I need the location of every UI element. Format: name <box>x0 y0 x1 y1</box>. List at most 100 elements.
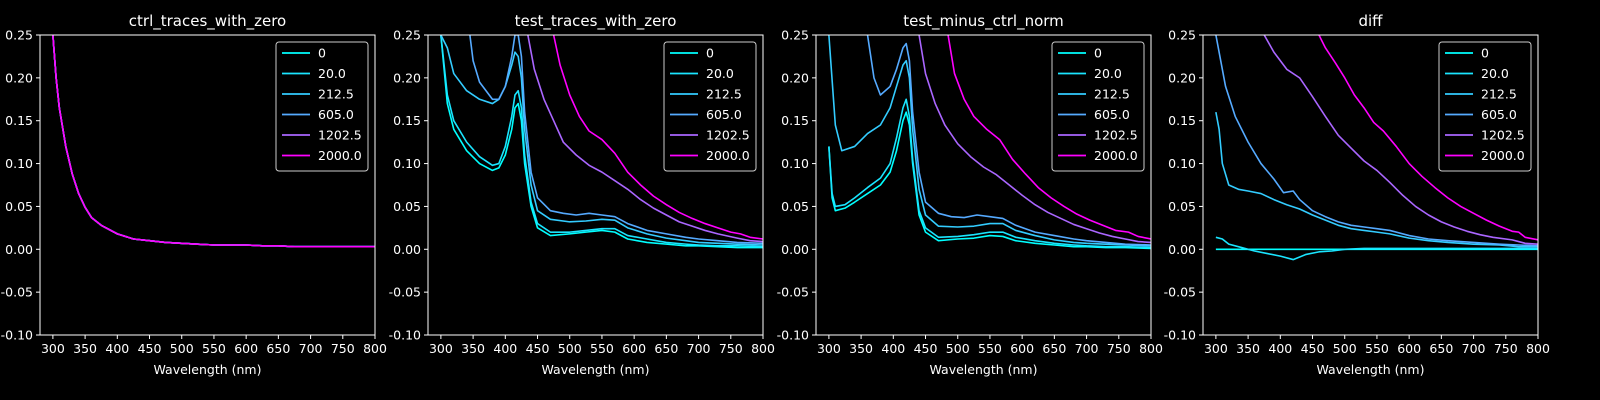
x-tick-label: 550 <box>590 341 614 356</box>
y-tick-label: -0.10 <box>777 328 809 343</box>
x-tick-label: 300 <box>817 341 841 356</box>
legend-label: 1202.5 <box>1481 128 1525 143</box>
legend-label: 0 <box>1481 46 1489 61</box>
legend-label: 2000.0 <box>318 148 362 163</box>
legend: 0 20.0 212.5 605.0 1202.5 2000.0 <box>1438 41 1532 172</box>
x-tick-label: 800 <box>363 341 387 356</box>
chart-title: diff <box>1358 12 1383 30</box>
legend-label: 212.5 <box>1481 87 1517 102</box>
legend-label: 0 <box>1094 46 1102 61</box>
y-tick-label: 0.15 <box>1168 113 1196 128</box>
x-axis-label: Wavelength (nm) <box>542 362 650 377</box>
chart-title: test_traces_with_zero <box>515 12 677 31</box>
x-tick-label: 550 <box>978 341 1002 356</box>
series-line-2000.0 <box>1318 35 1538 241</box>
legend-label: 605.0 <box>1094 107 1130 122</box>
x-tick-label: 700 <box>687 341 711 356</box>
legend-label: 605.0 <box>706 107 742 122</box>
series-group <box>52 35 375 248</box>
legend-label: 0 <box>318 46 326 61</box>
series-line-605.0 <box>866 35 1151 246</box>
y-tick-label: 0.00 <box>393 242 421 257</box>
y-tick-label: 0.15 <box>393 113 421 128</box>
x-tick-label: 700 <box>1462 341 1486 356</box>
chart-panel-2: 300 350 400 450 500 550 600 650 700 750 800 -0.10 -0… <box>777 12 1163 377</box>
legend-label: 605.0 <box>1481 107 1517 122</box>
y-tick-label: -0.05 <box>1164 285 1196 300</box>
x-tick-label: 700 <box>299 341 323 356</box>
x-tick-label: 800 <box>751 341 775 356</box>
x-tick-label: 350 <box>849 341 873 356</box>
series-line-605.0 <box>1215 35 1538 247</box>
y-tick-label: -0.05 <box>389 285 421 300</box>
y-tick-label: 0.25 <box>393 28 421 43</box>
series-line-212.5 <box>1215 111 1538 248</box>
legend-label: 20.0 <box>318 66 346 81</box>
y-tick-label: 0.20 <box>1168 70 1196 85</box>
x-tick-label: 300 <box>429 341 453 356</box>
legend-label: 20.0 <box>1094 66 1122 81</box>
chart-panel-3: 300 350 400 450 500 550 600 650 700 750 800 -0.10 -0… <box>1164 12 1550 377</box>
x-tick-label: 600 <box>234 341 258 356</box>
axes-frame <box>1202 34 1539 336</box>
x-tick-label: 300 <box>41 341 65 356</box>
x-tick-label: 500 <box>170 341 194 356</box>
x-tick-label: 650 <box>266 341 290 356</box>
x-tick-label: 550 <box>202 341 226 356</box>
series-line-20.0 <box>828 98 1151 249</box>
y-tick-label: 0.00 <box>5 242 33 257</box>
y-tick-label: 0.10 <box>781 156 809 171</box>
y-tick-label: 0.05 <box>781 199 809 214</box>
legend-label: 212.5 <box>318 87 354 102</box>
legend: 0 20.0 212.5 605.0 1202.5 2000.0 <box>1051 41 1145 172</box>
legend-label: 2000.0 <box>1094 148 1138 163</box>
x-tick-label: 700 <box>1075 341 1099 356</box>
x-tick-label: 450 <box>526 341 550 356</box>
legend-label: 20.0 <box>1481 66 1509 81</box>
legend-label: 1202.5 <box>318 128 362 143</box>
legend-label: 605.0 <box>318 107 354 122</box>
y-tick-label: 0.10 <box>1168 156 1196 171</box>
x-tick-label: 800 <box>1139 341 1163 356</box>
x-tick-label: 450 <box>1301 341 1325 356</box>
x-tick-label: 750 <box>331 341 355 356</box>
series-line-1202.5 <box>527 35 763 243</box>
chart-panel-0: 300 350 400 450 500 550 600 650 700 750 800 -0.10 -0… <box>1 12 387 377</box>
legend-label: 212.5 <box>706 87 742 102</box>
chart-panel-1: 300 350 400 450 500 550 600 650 700 750 800 -0.10 -0… <box>389 12 775 377</box>
x-tick-label: 500 <box>558 341 582 356</box>
x-tick-label: 450 <box>914 341 938 356</box>
y-tick-label: 0.10 <box>393 156 421 171</box>
y-tick-label: 0.25 <box>781 28 809 43</box>
x-tick-label: 600 <box>622 341 646 356</box>
y-tick-label: 0.15 <box>5 113 33 128</box>
axes-frame <box>815 34 1152 336</box>
x-tick-label: 450 <box>138 341 162 356</box>
series-line-2000.0 <box>947 35 1151 240</box>
series-line-1202.5 <box>1263 35 1538 245</box>
y-tick-label: -0.10 <box>1164 328 1196 343</box>
series-line-605.0 <box>469 35 763 245</box>
x-tick-label: 350 <box>73 341 97 356</box>
y-tick-label: 0.05 <box>393 199 421 214</box>
y-tick-label: 0.05 <box>5 199 33 214</box>
x-tick-label: 800 <box>1526 341 1550 356</box>
y-tick-label: 0.00 <box>1168 242 1196 257</box>
series-line-1202.5 <box>918 35 1151 244</box>
x-tick-label: 350 <box>461 341 485 356</box>
series-group <box>440 35 763 249</box>
y-tick-label: -0.05 <box>1 285 33 300</box>
legend-label: 1202.5 <box>706 128 750 143</box>
chart-title: test_minus_ctrl_norm <box>903 12 1064 31</box>
y-tick-label: -0.05 <box>777 285 809 300</box>
x-tick-label: 550 <box>1365 341 1389 356</box>
legend-label: 2000.0 <box>706 148 750 163</box>
series-line-20.0 <box>1215 236 1538 261</box>
series-line-212.5 <box>828 35 1151 247</box>
x-axis-label: Wavelength (nm) <box>930 362 1038 377</box>
y-tick-label: 0.15 <box>781 113 809 128</box>
legend-label: 0 <box>706 46 714 61</box>
legend-label: 2000.0 <box>1481 148 1525 163</box>
